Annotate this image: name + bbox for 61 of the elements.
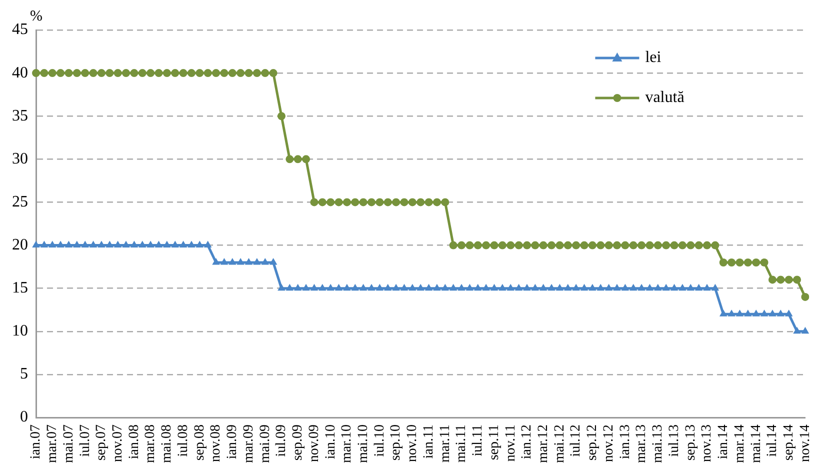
x-tick-label: ian.09 (225, 424, 240, 460)
x-tick-label: mar.11 (438, 424, 453, 462)
y-axis-title: % (30, 8, 42, 24)
y-tick-label: 35 (12, 107, 28, 124)
y-tick-label: 15 (12, 280, 28, 297)
x-tick-label: ian.11 (421, 424, 436, 459)
x-tick-label: mar.13 (634, 424, 650, 464)
y-tick-label: 40 (12, 64, 28, 82)
x-tick-label: ian.10 (323, 424, 338, 460)
x-tick-label: nov.09 (306, 424, 322, 462)
x-tick-label: mai.11 (454, 424, 470, 462)
x-tick-label: nov.07 (110, 424, 126, 462)
x-tick-label: sep.11 (486, 424, 502, 460)
x-tick-label: mai.12 (552, 424, 568, 464)
y-tick-label: 5 (20, 366, 28, 383)
y-tick-label: 30 (12, 150, 28, 168)
x-tick-label: mar.12 (536, 424, 552, 464)
x-tick-label: sep.12 (585, 424, 600, 461)
x-tick-label: iul.08 (176, 424, 191, 457)
x-tick-label: mai.08 (160, 424, 175, 464)
x-tick-label: sep.14 (782, 424, 797, 461)
x-tick-label: ian.07 (28, 424, 44, 460)
x-tick-label: ian.08 (126, 424, 142, 460)
x-tick-label: mai.13 (650, 424, 666, 464)
x-tick-label: mar.14 (732, 424, 748, 464)
y-tick-label: 10 (12, 322, 28, 340)
x-tick-label: iul.14 (765, 424, 780, 457)
x-tick-label: mai.09 (258, 424, 273, 464)
x-tick-label: iul.11 (470, 424, 486, 456)
x-tick-label: sep.07 (94, 424, 110, 461)
y-tick-label: 45 (12, 21, 28, 38)
x-tick-label: nov.14 (798, 424, 813, 462)
x-tick-label: iul.07 (78, 424, 93, 457)
x-tick-label: ian.14 (716, 424, 732, 460)
x-tick-label: nov.11 (503, 424, 518, 462)
x-tick-label: sep.10 (388, 424, 404, 461)
x-tick-label: mai.10 (356, 424, 371, 464)
legend-label: valută (645, 89, 684, 106)
x-tick-label: mar.10 (340, 424, 355, 464)
x-tick-label: sep.08 (192, 424, 208, 461)
x-tick-label: sep.09 (290, 424, 306, 461)
x-tick-label: mar.07 (45, 424, 60, 464)
x-tick-label: iul.10 (372, 424, 388, 457)
x-tick-label: sep.13 (683, 424, 698, 461)
x-tick-label: iul.09 (274, 424, 290, 457)
x-tick-label: iul.13 (666, 424, 682, 457)
legend-label: lei (645, 49, 662, 66)
x-tick-label: mai.14 (748, 424, 764, 464)
x-tick-label: nov.10 (405, 424, 420, 462)
x-tick-label: ian.13 (618, 424, 633, 460)
x-tick-label: mar.09 (241, 424, 256, 464)
x-tick-label: mar.08 (143, 424, 158, 464)
y-tick-label: 25 (12, 193, 28, 210)
y-tick-label: 20 (12, 236, 28, 254)
x-tick-label: mai.07 (61, 424, 76, 464)
x-tick-label: nov.08 (208, 424, 224, 462)
x-tick-label: iul.12 (568, 424, 584, 457)
x-tick-label: nov.12 (601, 424, 616, 462)
y-tick-label: 0 (20, 408, 28, 426)
x-tick-label: nov.13 (700, 424, 715, 462)
x-tick-label: ian.12 (520, 424, 535, 460)
